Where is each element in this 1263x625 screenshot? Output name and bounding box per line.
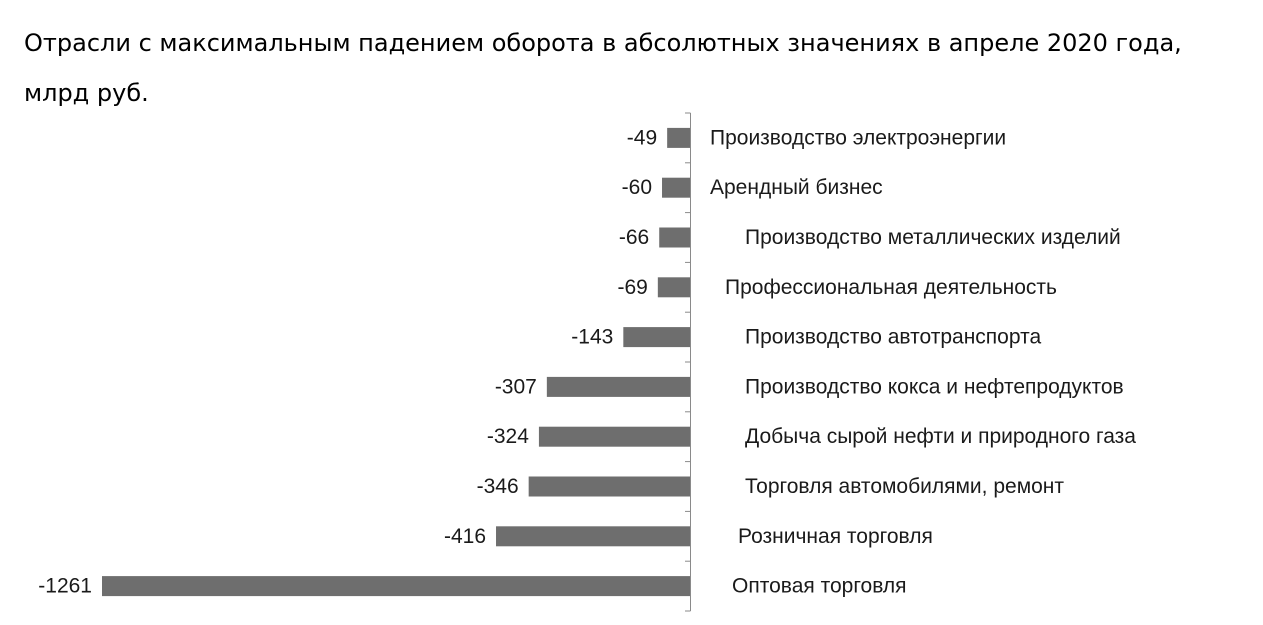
bar [528,476,690,497]
bar [496,526,690,547]
value-label: -60 [622,176,652,199]
category-label: Производство автотранспорта [745,326,1041,349]
bar [657,277,690,298]
bar [662,177,690,198]
category-label: Производство электроэнергии [710,126,1006,149]
bar [659,227,690,248]
value-label: -66 [619,226,649,249]
category-label: Розничная торговля [738,525,933,548]
category-label: Арендный бизнес [710,176,883,199]
bar [623,327,690,348]
bar [667,127,690,148]
category-label: Торговля автомобилями, ремонт [745,475,1064,498]
value-label: -416 [444,525,486,548]
bar [102,576,690,597]
value-label: -49 [627,126,657,149]
value-label: -1261 [38,575,92,598]
bar [538,426,690,447]
value-label: -143 [571,326,613,349]
value-label: -346 [477,475,519,498]
value-label: -69 [617,276,647,299]
chart-title: Отрасли с максимальным падением оборота … [24,29,1182,107]
value-label: -307 [495,375,537,398]
category-label: Профессиональная деятельность [725,276,1057,299]
bar [546,376,690,397]
category-label: Оптовая торговля [732,575,907,598]
category-label: Производство металлических изделий [745,226,1121,249]
value-label: -324 [487,425,529,448]
category-label: Производство кокса и нефтепродуктов [745,375,1124,398]
category-label: Добыча сырой нефти и природного газа [745,425,1136,448]
